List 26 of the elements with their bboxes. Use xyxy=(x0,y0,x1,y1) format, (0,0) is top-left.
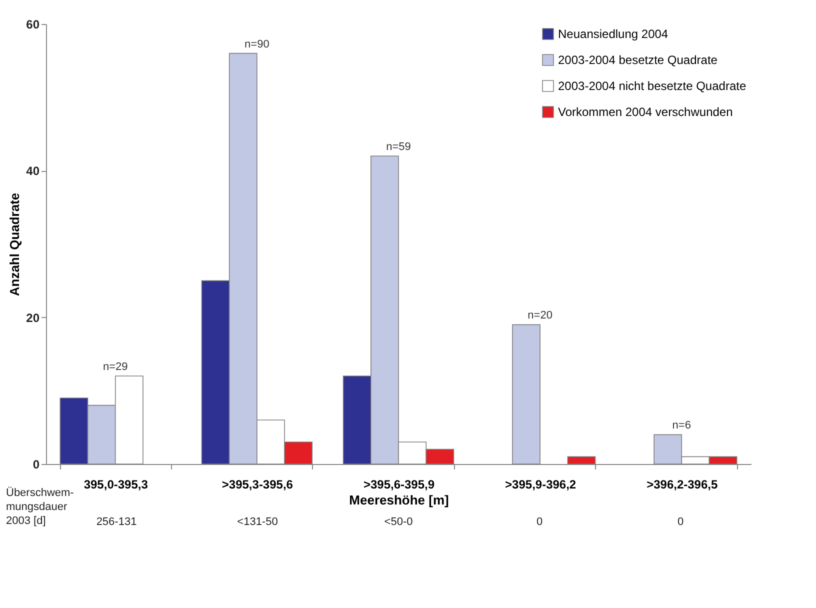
text: Überschwem-mungsdauer 2003 [d] xyxy=(6,486,74,528)
annotation: n=90 xyxy=(244,38,270,50)
legend-label: 2003-2004 besetzte Quadrate xyxy=(558,53,718,67)
x-tick-label: >395,9-396,2 xyxy=(505,478,576,492)
y-tick-label: 20 xyxy=(26,310,40,325)
y-tick-label: 60 xyxy=(26,18,40,32)
annotation: n=6 xyxy=(672,420,691,432)
text: <50-0 xyxy=(384,516,413,528)
x-tick-label: 395,0-395,3 xyxy=(84,478,148,492)
x-axis-title: Meereshöhe [m] xyxy=(349,492,449,508)
text: 0 xyxy=(677,516,684,528)
annotation: n=29 xyxy=(102,361,128,373)
annotation: n=20 xyxy=(528,310,552,322)
x-tick-label: >395,3-395,6 xyxy=(222,478,294,492)
legend-label: Vorkommen 2004 verschwunden xyxy=(558,105,733,119)
y-tick-label: 0 xyxy=(32,458,40,472)
text: <131-50 xyxy=(237,516,278,528)
legend-label: Neuansiedlung 2004 xyxy=(558,27,668,41)
text: 256-131 xyxy=(96,516,137,528)
text: 0 xyxy=(536,516,543,528)
x-tick-label: >396,2-396,5 xyxy=(646,478,718,492)
legend-label: 2003-2004 nicht besetzte Quadrate xyxy=(558,79,746,93)
x-tick-label: >395,6-395,9 xyxy=(363,478,435,492)
y-axis-title: Anzahl Quadrate xyxy=(7,192,22,296)
annotation: n=59 xyxy=(386,141,411,153)
y-tick-label: 40 xyxy=(26,164,40,178)
